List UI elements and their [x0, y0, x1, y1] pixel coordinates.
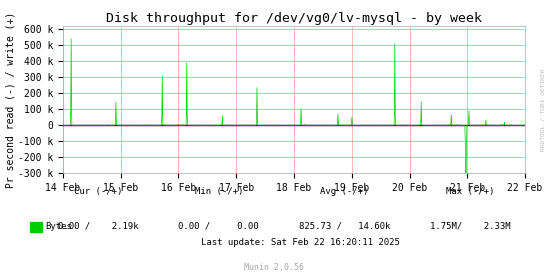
Y-axis label: Pr second read (-) / write (+): Pr second read (-) / write (+)	[5, 12, 15, 188]
Text: Avg (-/+): Avg (-/+)	[321, 187, 369, 196]
Text: Cur (-/+): Cur (-/+)	[74, 187, 123, 196]
Text: 0.00 /     0.00: 0.00 / 0.00	[178, 222, 259, 231]
Text: Min (-/+): Min (-/+)	[195, 187, 243, 196]
Title: Disk throughput for /dev/vg0/lv-mysql - by week: Disk throughput for /dev/vg0/lv-mysql - …	[106, 12, 482, 25]
Text: Last update: Sat Feb 22 16:20:11 2025: Last update: Sat Feb 22 16:20:11 2025	[201, 238, 400, 247]
Text: 0.00 /    2.19k: 0.00 / 2.19k	[58, 222, 139, 231]
Text: Max (-/+): Max (-/+)	[446, 187, 494, 196]
Text: 1.75M/    2.33M: 1.75M/ 2.33M	[430, 222, 511, 231]
Text: 825.73 /   14.60k: 825.73 / 14.60k	[299, 222, 391, 231]
Text: RRDTOOL / TOBI OETIKER: RRDTOOL / TOBI OETIKER	[541, 69, 546, 151]
Text: Bytes: Bytes	[45, 222, 72, 231]
Text: Munin 2.0.56: Munin 2.0.56	[243, 263, 304, 271]
